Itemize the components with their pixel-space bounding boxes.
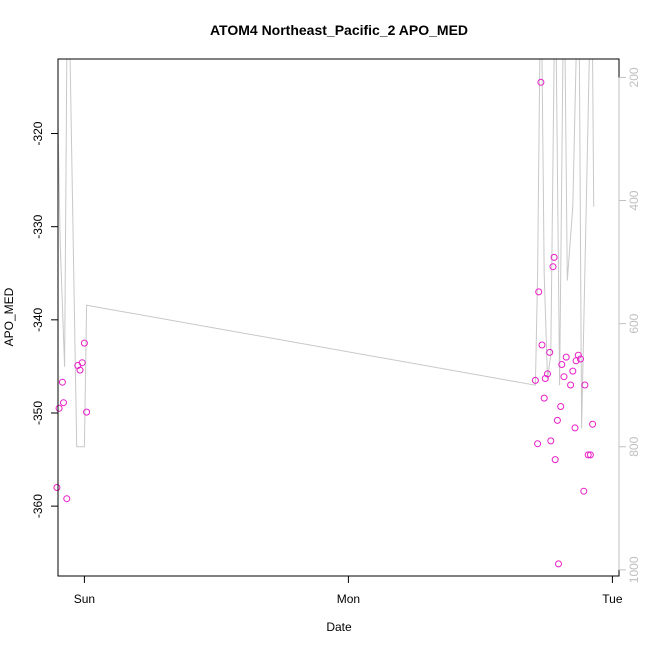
data-point	[560, 373, 568, 381]
data-point	[558, 361, 566, 368]
data-point	[567, 381, 575, 389]
y-tick-label: -340	[31, 308, 45, 332]
data-point	[534, 440, 542, 448]
chart-title: ATOM4 Northeast_Pacific_2 APO_MED	[210, 22, 468, 38]
data-point	[551, 456, 559, 464]
data-point	[546, 348, 554, 356]
data-point	[544, 370, 551, 378]
x-tick-label: Sun	[74, 592, 95, 606]
plot-area: Sun Mon Tue -320 -330 -340 -350 -360 200 400 600 80…	[31, 58, 641, 606]
data-point	[550, 253, 558, 261]
data-point	[589, 420, 597, 428]
data-point	[55, 404, 63, 412]
data-point	[571, 424, 579, 432]
data-point	[549, 263, 557, 271]
data-point	[580, 487, 588, 495]
data-point	[76, 366, 84, 374]
data-point	[78, 359, 86, 367]
data-point	[547, 437, 555, 445]
data-point	[535, 288, 543, 296]
y-tick-label: -360	[31, 494, 45, 518]
data-point	[557, 403, 565, 410]
y2-tick-label: 1000	[627, 556, 641, 583]
data-point	[586, 451, 594, 459]
plot-frame	[57, 58, 620, 577]
data-point	[83, 408, 91, 416]
y2-tick-label: 200	[627, 67, 641, 87]
data-point	[53, 484, 61, 491]
data-point	[581, 381, 589, 389]
data-point	[63, 495, 71, 503]
y-tick-label: -350	[31, 401, 45, 425]
x-tick-label: Mon	[337, 592, 360, 606]
data-point	[553, 416, 561, 424]
data-point	[531, 376, 539, 384]
y-axis-label: APO_MED	[2, 287, 16, 346]
y-tick-label: -330	[31, 214, 45, 238]
x-tick-label: Tue	[602, 592, 623, 606]
data-point	[80, 339, 88, 347]
data-point	[555, 560, 562, 568]
data-point	[538, 341, 546, 349]
data-point	[537, 78, 545, 86]
data-point	[569, 367, 577, 375]
y-tick-label: -320	[31, 121, 45, 145]
data-point	[574, 351, 582, 359]
data-point	[540, 394, 548, 402]
data-point	[58, 378, 66, 386]
data-point	[562, 353, 570, 361]
x-axis-label: Date	[326, 620, 352, 634]
data-point	[584, 451, 592, 459]
y2-tick-label: 600	[627, 313, 641, 333]
data-point	[577, 355, 584, 363]
data-point	[60, 399, 67, 407]
y2-tick-label: 800	[627, 436, 641, 456]
series-line	[58, 59, 595, 448]
y2-tick-label: 400	[627, 190, 641, 210]
